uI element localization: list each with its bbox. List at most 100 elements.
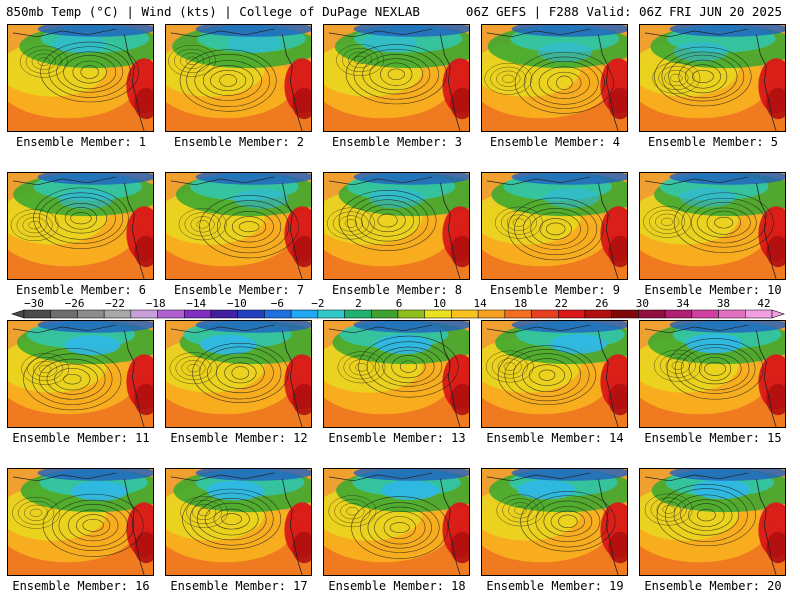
colorbar-swatch xyxy=(558,309,586,319)
colorbar-swatch xyxy=(477,309,506,319)
temperature-map xyxy=(482,25,627,131)
colorbar-swatch xyxy=(210,309,238,319)
map-panel xyxy=(323,468,470,576)
temperature-map xyxy=(482,469,627,575)
colorbar-left-arrow xyxy=(11,309,25,319)
temperature-map xyxy=(166,25,311,131)
colorbar-swatch xyxy=(718,309,746,319)
map-panel xyxy=(481,24,628,132)
map-panel xyxy=(7,468,154,576)
temperature-map xyxy=(166,321,311,427)
colorbar-swatch xyxy=(344,309,372,319)
map-panel xyxy=(639,468,786,576)
ensemble-member-label: Ensemble Member: 9 xyxy=(489,283,621,297)
temperature-map xyxy=(324,321,469,427)
ensemble-member-label: Ensemble Member: 12 xyxy=(170,431,308,445)
map-panel xyxy=(481,468,628,576)
colorbar-swatch xyxy=(290,309,319,319)
temperature-map xyxy=(8,173,153,279)
ensemble-member-label: Ensemble Member: 19 xyxy=(486,579,624,593)
map-panel xyxy=(639,172,786,280)
ensemble-member-label: Ensemble Member: 18 xyxy=(328,579,466,593)
colorbar-tick-label: −14 xyxy=(186,297,206,310)
temperature-map xyxy=(8,25,153,131)
map-panel xyxy=(7,24,154,132)
temperature-map xyxy=(640,173,785,279)
map-panel xyxy=(165,320,312,428)
colorbar-tick-label: 6 xyxy=(396,297,403,310)
map-panel xyxy=(165,172,312,280)
ensemble-member-label: Ensemble Member: 10 xyxy=(644,283,782,297)
temperature-map xyxy=(166,173,311,279)
colorbar-swatch xyxy=(157,309,185,319)
colorbar-tick-label: −18 xyxy=(146,297,166,310)
temperature-map xyxy=(640,469,785,575)
colorbar-tick-label: 38 xyxy=(717,297,730,310)
map-panel xyxy=(7,172,154,280)
colorbar-tick-label: 10 xyxy=(433,297,446,310)
map-panel xyxy=(165,24,312,132)
colorbar-swatch xyxy=(691,309,719,319)
colorbar-swatch xyxy=(504,309,532,319)
colorbar-tick-label: −22 xyxy=(105,297,125,310)
colorbar-swatch xyxy=(745,309,773,319)
map-panel xyxy=(7,320,154,428)
ensemble-member-label: Ensemble Member: 8 xyxy=(331,283,463,297)
colorbar-swatch xyxy=(611,309,639,319)
ensemble-member-label: Ensemble Member: 7 xyxy=(173,283,305,297)
colorbar-swatch xyxy=(264,309,292,319)
temperature-map xyxy=(324,25,469,131)
colorbar-swatch xyxy=(77,309,105,319)
colorbar-right-arrow xyxy=(771,309,785,319)
ensemble-member-label: Ensemble Member: 14 xyxy=(486,431,624,445)
map-panel xyxy=(323,24,470,132)
header: 850mb Temp (°C) | Wind (kts) | College o… xyxy=(0,0,800,24)
colorbar-tick-label: −26 xyxy=(65,297,85,310)
colorbar-tick-label: 22 xyxy=(555,297,568,310)
ensemble-member-label: Ensemble Member: 16 xyxy=(12,579,150,593)
temperature-map xyxy=(640,25,785,131)
colorbar-tick-label: −2 xyxy=(311,297,324,310)
colorbar-swatch xyxy=(397,309,425,319)
temperature-map xyxy=(640,321,785,427)
map-panel xyxy=(639,24,786,132)
colorbar-tick-label: 26 xyxy=(595,297,608,310)
header-right-title: 06Z GEFS | F288 Valid: 06Z FRI JUN 20 20… xyxy=(465,4,782,19)
temperature-map xyxy=(166,469,311,575)
colorbar-swatch xyxy=(50,309,78,319)
colorbar-swatch xyxy=(664,309,693,319)
temperature-map xyxy=(8,469,153,575)
ensemble-member-label: Ensemble Member: 6 xyxy=(15,283,147,297)
colorbar-swatch xyxy=(130,309,158,319)
colorbar-swatch xyxy=(237,309,265,319)
colorbar-tick-label: −6 xyxy=(271,297,284,310)
ensemble-member-label: Ensemble Member: 4 xyxy=(489,135,621,149)
map-panel xyxy=(481,172,628,280)
ensemble-member-label: Ensemble Member: 3 xyxy=(331,135,463,149)
map-panel xyxy=(481,320,628,428)
colorbar-tick-label: 42 xyxy=(757,297,770,310)
colorbar-tick-label: −30 xyxy=(24,297,44,310)
ensemble-member-label: Ensemble Member: 5 xyxy=(647,135,779,149)
colorbar-swatch xyxy=(184,309,212,319)
ensemble-member-label: Ensemble Member: 17 xyxy=(170,579,308,593)
map-panel xyxy=(323,172,470,280)
colorbar-tick-label: 34 xyxy=(676,297,690,310)
colorbar-tick-label: 2 xyxy=(355,297,362,310)
ensemble-member-label: Ensemble Member: 13 xyxy=(328,431,466,445)
temperature-map xyxy=(482,173,627,279)
map-panel xyxy=(323,320,470,428)
ensemble-member-label: Ensemble Member: 20 xyxy=(644,579,782,593)
colorbar: −30 −26 −22 −18 −14 −10 −6 −2 2 6 10 14 18 22 26 30 34 38… xyxy=(11,297,785,319)
colorbar-tick-label: 14 xyxy=(473,297,487,310)
ensemble-member-label: Ensemble Member: 11 xyxy=(12,431,150,445)
colorbar-swatch xyxy=(424,309,452,319)
temperature-map xyxy=(324,173,469,279)
colorbar-tick-label: 18 xyxy=(514,297,527,310)
temperature-map xyxy=(324,469,469,575)
ensemble-member-label: Ensemble Member: 2 xyxy=(173,135,305,149)
colorbar-swatch xyxy=(23,309,51,319)
map-panel xyxy=(165,468,312,576)
temperature-map xyxy=(482,321,627,427)
colorbar-swatch xyxy=(317,309,345,319)
